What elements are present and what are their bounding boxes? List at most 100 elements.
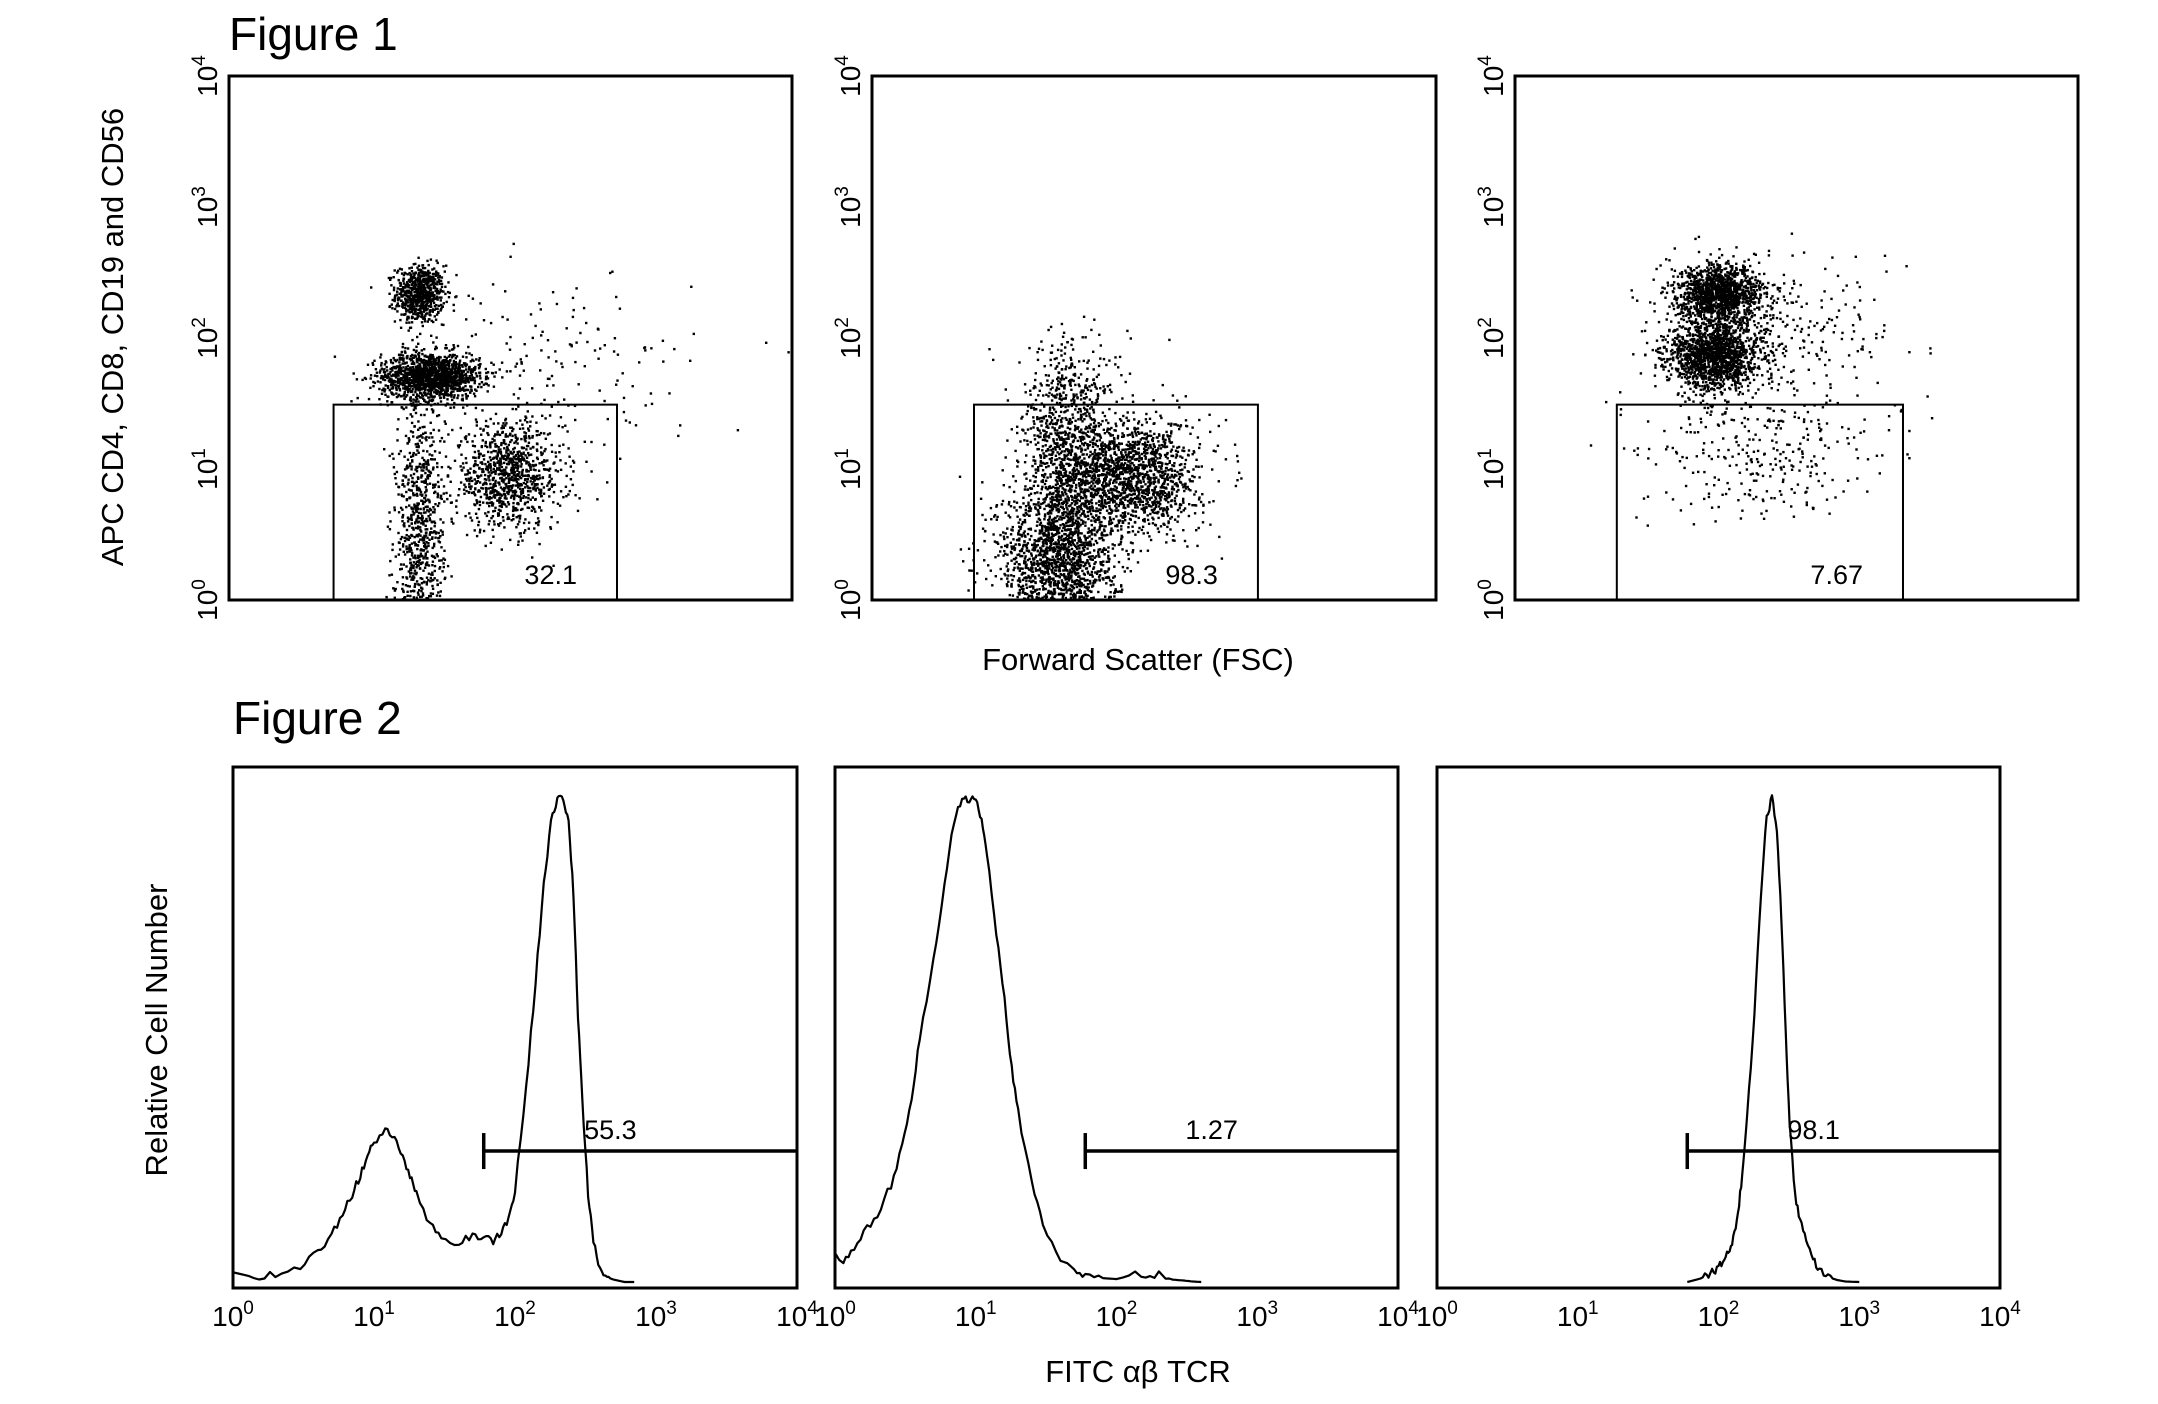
scatter-point [441,388,445,392]
scatter-point [427,579,430,582]
scatter-point [405,376,409,380]
scatter-point [1027,594,1031,597]
scatter-point [1126,566,1129,570]
scatter-point [544,437,547,440]
scatter-point [1088,535,1091,538]
scatter-point [552,462,555,465]
scatter-point [505,342,508,345]
scatter-point [442,485,446,488]
scatter-point [498,460,501,463]
scatter-point [401,381,405,385]
scatter-point [401,286,405,289]
scatter-point [408,377,411,380]
scatter-point [417,533,421,536]
scatter-point [1074,545,1078,549]
scatter-point [1082,544,1086,547]
scatter-point [1062,559,1065,562]
scatter-point [1057,510,1060,514]
scatter-point [419,538,422,541]
scatter-point [999,550,1002,553]
scatter-point [440,367,443,370]
scatter-point [403,525,406,528]
scatter-point [411,460,414,463]
scatter-point [443,440,446,443]
scatter-point [487,465,490,468]
scatter-point [445,364,448,367]
scatter-point [644,349,647,352]
scatter-point [421,379,424,382]
scatter-point [410,421,414,425]
scatter-point [405,374,408,377]
scatter-point [1049,537,1053,540]
scatter-point [440,323,444,326]
scatter-point [572,470,575,473]
scatter-point [426,283,429,286]
scatter-point [509,335,512,339]
scatter-point [422,508,425,511]
scatter-point [409,561,412,565]
scatter-point [468,485,471,489]
scatter-point [493,509,497,512]
scatter-point [1011,525,1014,529]
gate-percent: 32.1 [524,560,577,590]
scatter-point [414,399,417,402]
scatter-point [1080,478,1083,482]
scatter-point [989,506,993,510]
scatter-point [493,470,496,473]
scatter-point [1084,536,1087,540]
scatter-point [432,301,436,305]
scatter-point [391,392,394,395]
scatter-point [1044,486,1047,489]
scatter-point [414,317,417,320]
scatter-point [433,294,436,297]
scatter-point [505,505,508,508]
scatter-point [540,446,543,449]
scatter-point [511,471,514,475]
scatter-point [421,536,425,539]
scatter-point [418,583,421,587]
scatter-point [1052,579,1055,582]
scatter-point [399,288,402,291]
scatter-point [427,263,430,267]
scatter-point [1006,584,1009,588]
scatter-point [491,504,494,507]
scatter-point [450,575,453,578]
scatter-point [426,281,429,285]
scatter-point [356,396,359,400]
scatter-point [500,441,503,445]
scatter-point [405,366,408,369]
scatter-point [469,378,472,381]
scatter-point [401,587,404,591]
scatter-point [428,533,431,536]
scatter-point [410,542,414,545]
scatter-point [411,551,414,555]
scatter-point [420,441,423,444]
scatter-point [373,359,376,362]
scatter-point [551,484,555,487]
scatter-point [494,484,497,488]
scatter-point [492,491,495,494]
scatter-point [518,374,522,377]
scatter-point [422,369,425,372]
scatter-point [967,589,970,592]
scatter-point [446,360,450,363]
scatter-point [512,473,516,477]
scatter-point [442,372,445,375]
scatter-point [411,431,415,434]
scatter-point [421,359,425,362]
scatter-point [429,392,433,395]
scatter-point [531,556,534,559]
scatter-point [393,358,396,362]
scatter-point [413,385,416,389]
scatter-point [514,461,517,464]
scatter-point [411,288,414,291]
scatter-point [1102,560,1105,563]
scatter-point [417,521,420,524]
scatter-point [388,388,391,392]
scatter-point [413,535,416,539]
scatter-point [436,307,439,310]
scatter-point [400,293,403,297]
scatter-point [1064,536,1068,540]
scatter-point [433,286,436,289]
scatter-point [437,531,440,535]
